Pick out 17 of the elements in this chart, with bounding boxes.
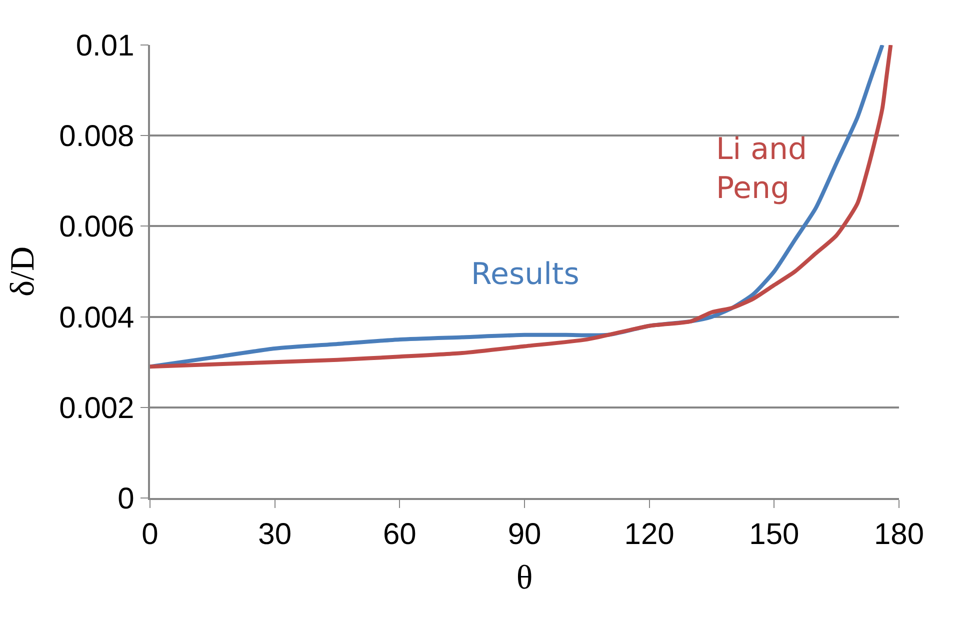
y-tick-label: 0.002 xyxy=(59,392,134,425)
x-tick-label: 0 xyxy=(142,518,158,551)
y-tick-label: 0 xyxy=(118,482,134,516)
x-tick-label: 180 xyxy=(874,518,924,551)
x-tick-label: 150 xyxy=(749,518,800,551)
x-tick-label: 90 xyxy=(508,518,542,551)
y-axis-title: δ/D xyxy=(4,246,42,297)
x-tick-label: 30 xyxy=(258,518,292,551)
y-tick-label: 0.01 xyxy=(76,30,134,62)
x-tick-label: 120 xyxy=(624,518,674,551)
series-label: Li and Peng xyxy=(716,132,808,206)
y-tick-label: 0.004 xyxy=(59,301,134,334)
y-tick-label: 0.008 xyxy=(59,120,134,154)
x-axis-title: θ xyxy=(516,560,533,597)
y-tick-label: 0.006 xyxy=(59,210,134,244)
x-tick-label: 60 xyxy=(382,518,416,551)
series-label: Results xyxy=(471,257,580,292)
